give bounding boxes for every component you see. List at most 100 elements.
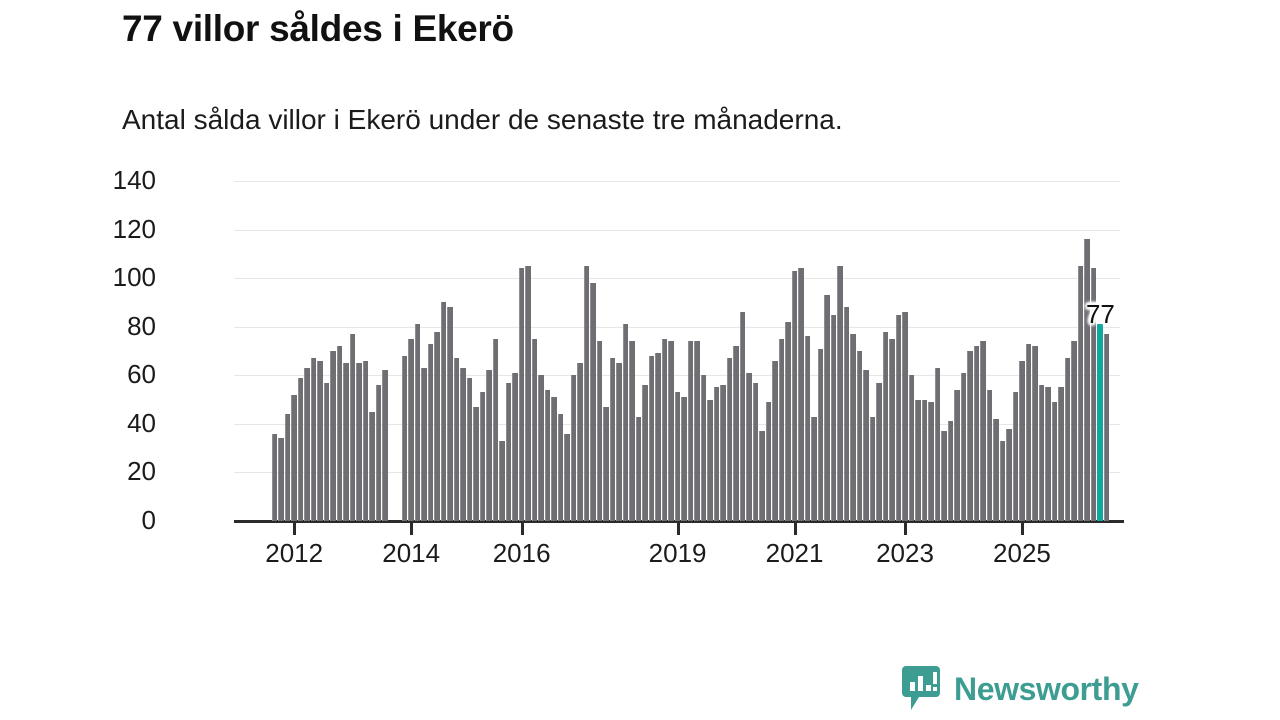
y-axis-tick-label: 80 — [127, 310, 156, 341]
bar — [635, 416, 642, 521]
bar — [440, 302, 447, 521]
bar — [915, 399, 921, 521]
bar — [817, 348, 824, 521]
bar — [297, 377, 304, 521]
bar — [850, 334, 856, 521]
x-axis-tick-label: 2012 — [265, 538, 324, 568]
bar — [382, 370, 388, 521]
bar — [336, 346, 343, 521]
y-axis-tick-label: 20 — [127, 456, 156, 487]
bar — [304, 368, 310, 521]
bar — [1090, 268, 1097, 521]
bar — [544, 389, 551, 521]
bar — [843, 307, 850, 521]
bar — [323, 382, 330, 521]
bar — [746, 372, 752, 521]
x-axis-tick — [676, 521, 680, 535]
bar — [278, 438, 284, 521]
bar — [1084, 239, 1090, 521]
bar — [707, 399, 713, 521]
bar — [609, 358, 616, 521]
bar — [531, 338, 538, 521]
bar — [1019, 360, 1025, 521]
gridline — [234, 326, 1120, 328]
bar — [661, 338, 668, 521]
bar — [1051, 402, 1058, 521]
bar — [733, 346, 739, 521]
bar — [973, 346, 980, 521]
bar — [512, 372, 518, 521]
bar — [694, 341, 700, 521]
bar — [863, 370, 869, 521]
bar — [291, 394, 297, 521]
bar — [954, 389, 960, 521]
bar — [739, 312, 746, 521]
bar — [908, 375, 915, 521]
bar — [596, 341, 603, 521]
bar — [375, 385, 382, 521]
bar — [369, 411, 375, 521]
bar — [284, 414, 291, 521]
bar — [947, 421, 954, 521]
bar — [993, 419, 999, 521]
bar — [967, 351, 973, 521]
bar — [447, 307, 453, 521]
bar — [668, 341, 674, 521]
bar — [479, 392, 486, 521]
x-axis-tick-label: 2014 — [382, 538, 441, 568]
gridline — [234, 229, 1120, 231]
page-subtitle: Antal sålda villor i Ekerö under de sena… — [122, 104, 843, 135]
bar — [356, 363, 362, 521]
bar — [785, 321, 791, 521]
gridline — [234, 181, 1120, 182]
bar — [577, 363, 583, 521]
bar — [564, 433, 570, 521]
bar — [713, 387, 720, 521]
bar — [349, 334, 356, 521]
bar — [1006, 428, 1012, 521]
bar — [772, 360, 778, 521]
bar — [882, 331, 889, 521]
bar — [486, 370, 492, 521]
bar — [1058, 387, 1064, 521]
bar — [642, 385, 648, 521]
bar — [648, 355, 655, 521]
bar — [466, 377, 473, 521]
x-axis-tick-label: 2016 — [492, 538, 551, 568]
bar — [1071, 341, 1077, 521]
bar — [824, 295, 830, 521]
bar — [453, 358, 460, 521]
bar — [928, 402, 934, 521]
y-axis-tick-label: 40 — [127, 407, 156, 438]
bar-chart-speech-bubble-icon — [902, 666, 940, 710]
x-axis-tick-label: 2023 — [876, 538, 934, 568]
x-axis-tick — [1020, 521, 1024, 535]
bar — [902, 312, 908, 521]
x-axis-tick — [520, 521, 524, 535]
bar — [1025, 343, 1032, 521]
bar — [941, 431, 947, 521]
page-title: 77 villor såldes i Ekerö — [122, 8, 514, 49]
x-axis-tick-label: 2021 — [765, 538, 824, 568]
bar — [759, 431, 765, 521]
bar — [460, 368, 466, 521]
bar — [538, 375, 544, 521]
bar — [590, 283, 596, 521]
bar — [934, 368, 941, 521]
x-axis-tick — [293, 521, 297, 535]
highlight-value-label: 77 — [1085, 299, 1115, 329]
bar — [1032, 346, 1038, 521]
bar — [310, 358, 317, 521]
bar — [856, 351, 863, 521]
bar-highlighted — [1097, 324, 1103, 521]
bar — [804, 336, 811, 521]
bar — [726, 358, 733, 521]
x-axis-tick-label: 2019 — [648, 538, 707, 568]
x-axis-tick — [904, 521, 907, 535]
bar-series — [272, 181, 1120, 521]
bar — [798, 268, 804, 521]
bar — [570, 375, 577, 521]
bar — [674, 392, 681, 521]
bar — [889, 338, 895, 521]
bar — [616, 363, 622, 521]
